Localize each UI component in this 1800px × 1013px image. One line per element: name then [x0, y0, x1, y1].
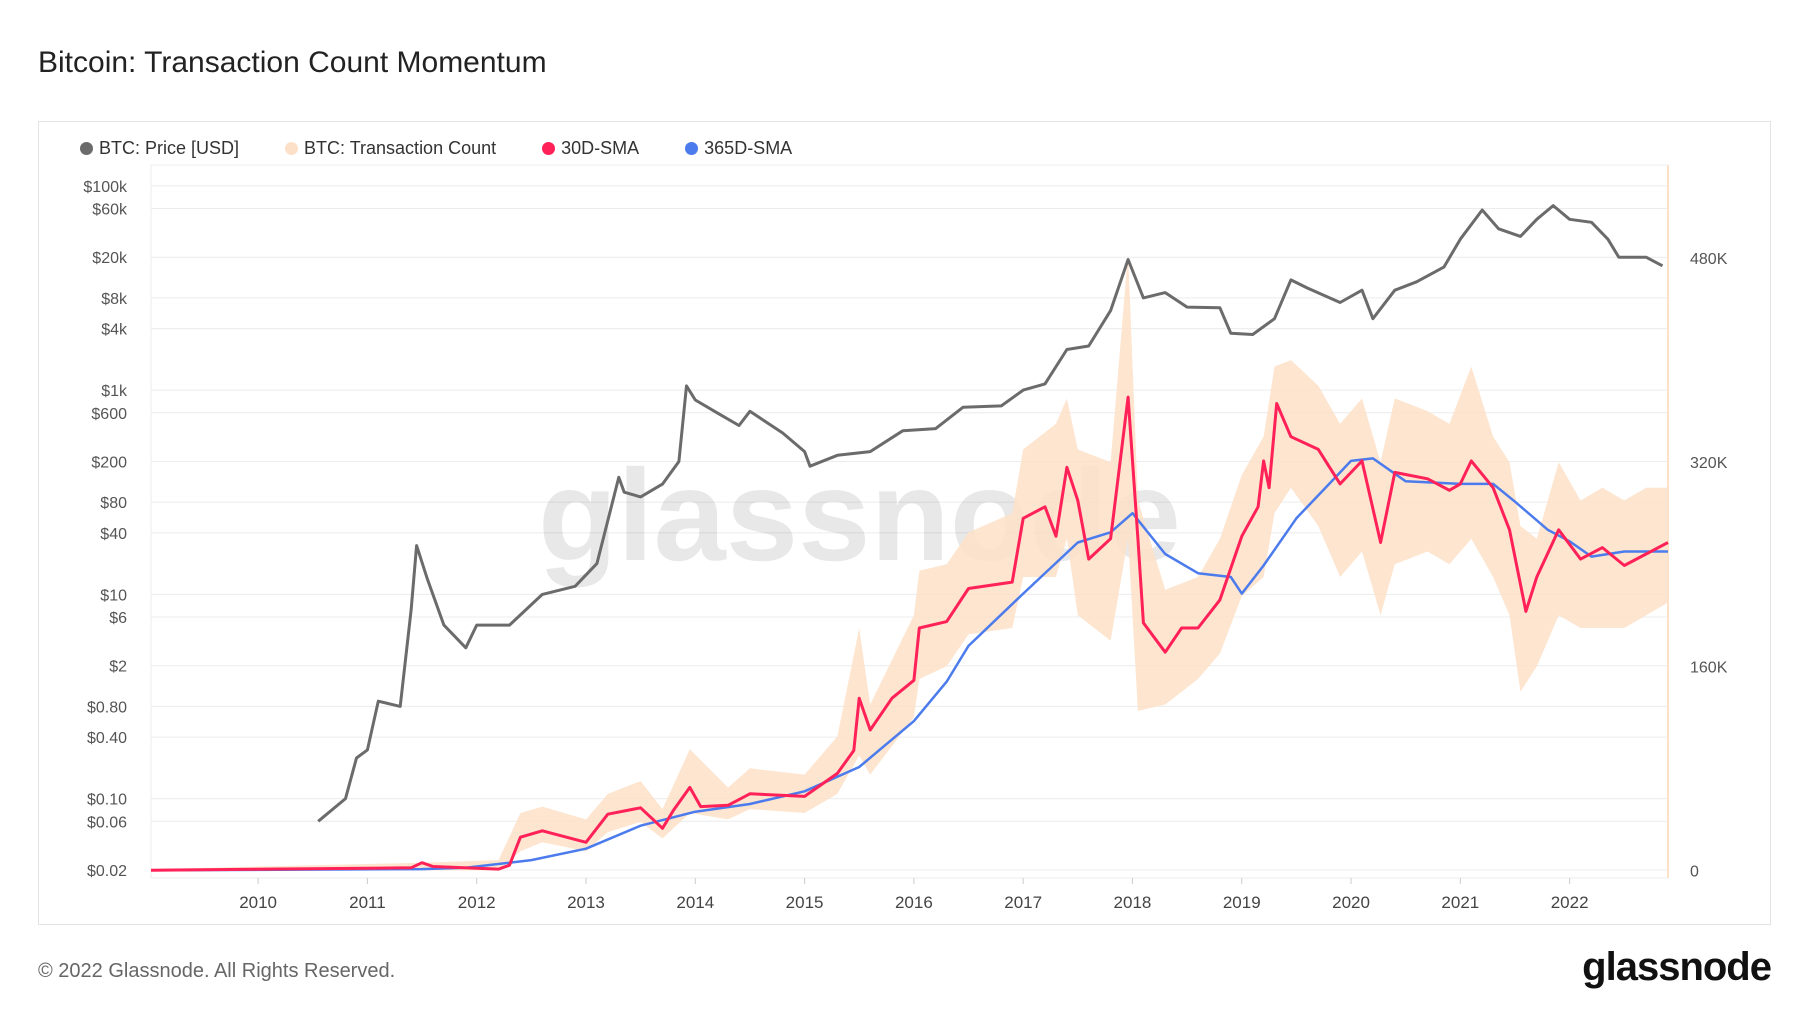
legend-item-price[interactable]: BTC: Price [USD] [80, 138, 239, 159]
glassnode-logo: glassnode [1582, 945, 1772, 989]
y-left-tick-label: $0.40 [87, 730, 127, 747]
x-tick-label: 2011 [349, 893, 386, 912]
tx-count-dot-icon [285, 142, 299, 155]
y-left-tick-label: $6 [109, 610, 127, 627]
tx-count-series [151, 253, 1668, 871]
y-left-tick-label: $10 [100, 587, 127, 604]
legend: BTC: Price [USD] BTC: Transaction Count … [80, 138, 792, 159]
sma30-series [150, 395, 1669, 872]
sma365-series [150, 457, 1668, 872]
price-dot-icon [80, 142, 93, 155]
y-left-tick-label: $0.02 [87, 863, 127, 880]
y-left-tick-label: $0.06 [87, 814, 127, 831]
legend-label: BTC: Price [USD] [99, 138, 240, 158]
y-left-tick-label: $0.80 [87, 699, 127, 716]
y-left-tick-label: $1k [101, 383, 128, 400]
y-left-tick-label: $8k [101, 291, 128, 308]
copyright: © 2022 Glassnode. All Rights Reserved. [38, 960, 396, 982]
y-left-tick-label: $40 [100, 526, 127, 543]
legend-item-sma30[interactable]: 30D-SMA [542, 138, 639, 159]
y-left-tick-label: $100k [83, 179, 128, 196]
legend-label: 30D-SMA [561, 138, 640, 158]
x-tick-label: 2019 [1223, 893, 1261, 912]
x-tick-label: 2020 [1332, 893, 1370, 912]
y-right-tick-label: 320K [1690, 455, 1728, 472]
x-tick-label: 2010 [239, 893, 277, 912]
x-tick-label: 2022 [1551, 893, 1589, 912]
x-tick-label: 2013 [567, 893, 605, 912]
y-right-tick-label: 480K [1690, 251, 1728, 268]
legend-item-tx-count[interactable]: BTC: Transaction Count [285, 138, 496, 159]
x-tick-label: 2016 [895, 893, 933, 912]
sma365-dot-icon [685, 142, 699, 155]
y-left-tick-label: $60k [92, 202, 128, 219]
y-left-tick-label: $4k [101, 322, 128, 339]
x-tick-label: 2018 [1114, 893, 1152, 912]
x-tick-label: 2015 [786, 893, 824, 912]
y-left-tick-label: $200 [91, 454, 127, 471]
y-left-tick-label: $80 [100, 495, 127, 512]
legend-item-sma365[interactable]: 365D-SMA [685, 138, 792, 159]
y-left-tick-label: $0.10 [87, 792, 127, 809]
x-tick-label: 2021 [1441, 893, 1479, 912]
y-left-tick-label: $600 [91, 406, 127, 423]
x-tick-label: 2017 [1004, 893, 1042, 912]
y-left-tick-label: $2 [109, 659, 127, 676]
chart-container [38, 121, 1771, 925]
x-tick-label: 2012 [458, 893, 496, 912]
y-right-tick-label: 160K [1690, 659, 1728, 676]
legend-label: 365D-SMA [704, 138, 793, 158]
sma30-dot-icon [542, 142, 556, 155]
y-right-tick-label: 0 [1690, 863, 1699, 880]
y-left-tick-label: $20k [92, 250, 128, 267]
price-series [317, 204, 1664, 823]
chart-title: Bitcoin: Transaction Count Momentum [38, 46, 547, 79]
x-tick-label: 2014 [676, 893, 714, 912]
legend-label: BTC: Transaction Count [304, 138, 497, 158]
